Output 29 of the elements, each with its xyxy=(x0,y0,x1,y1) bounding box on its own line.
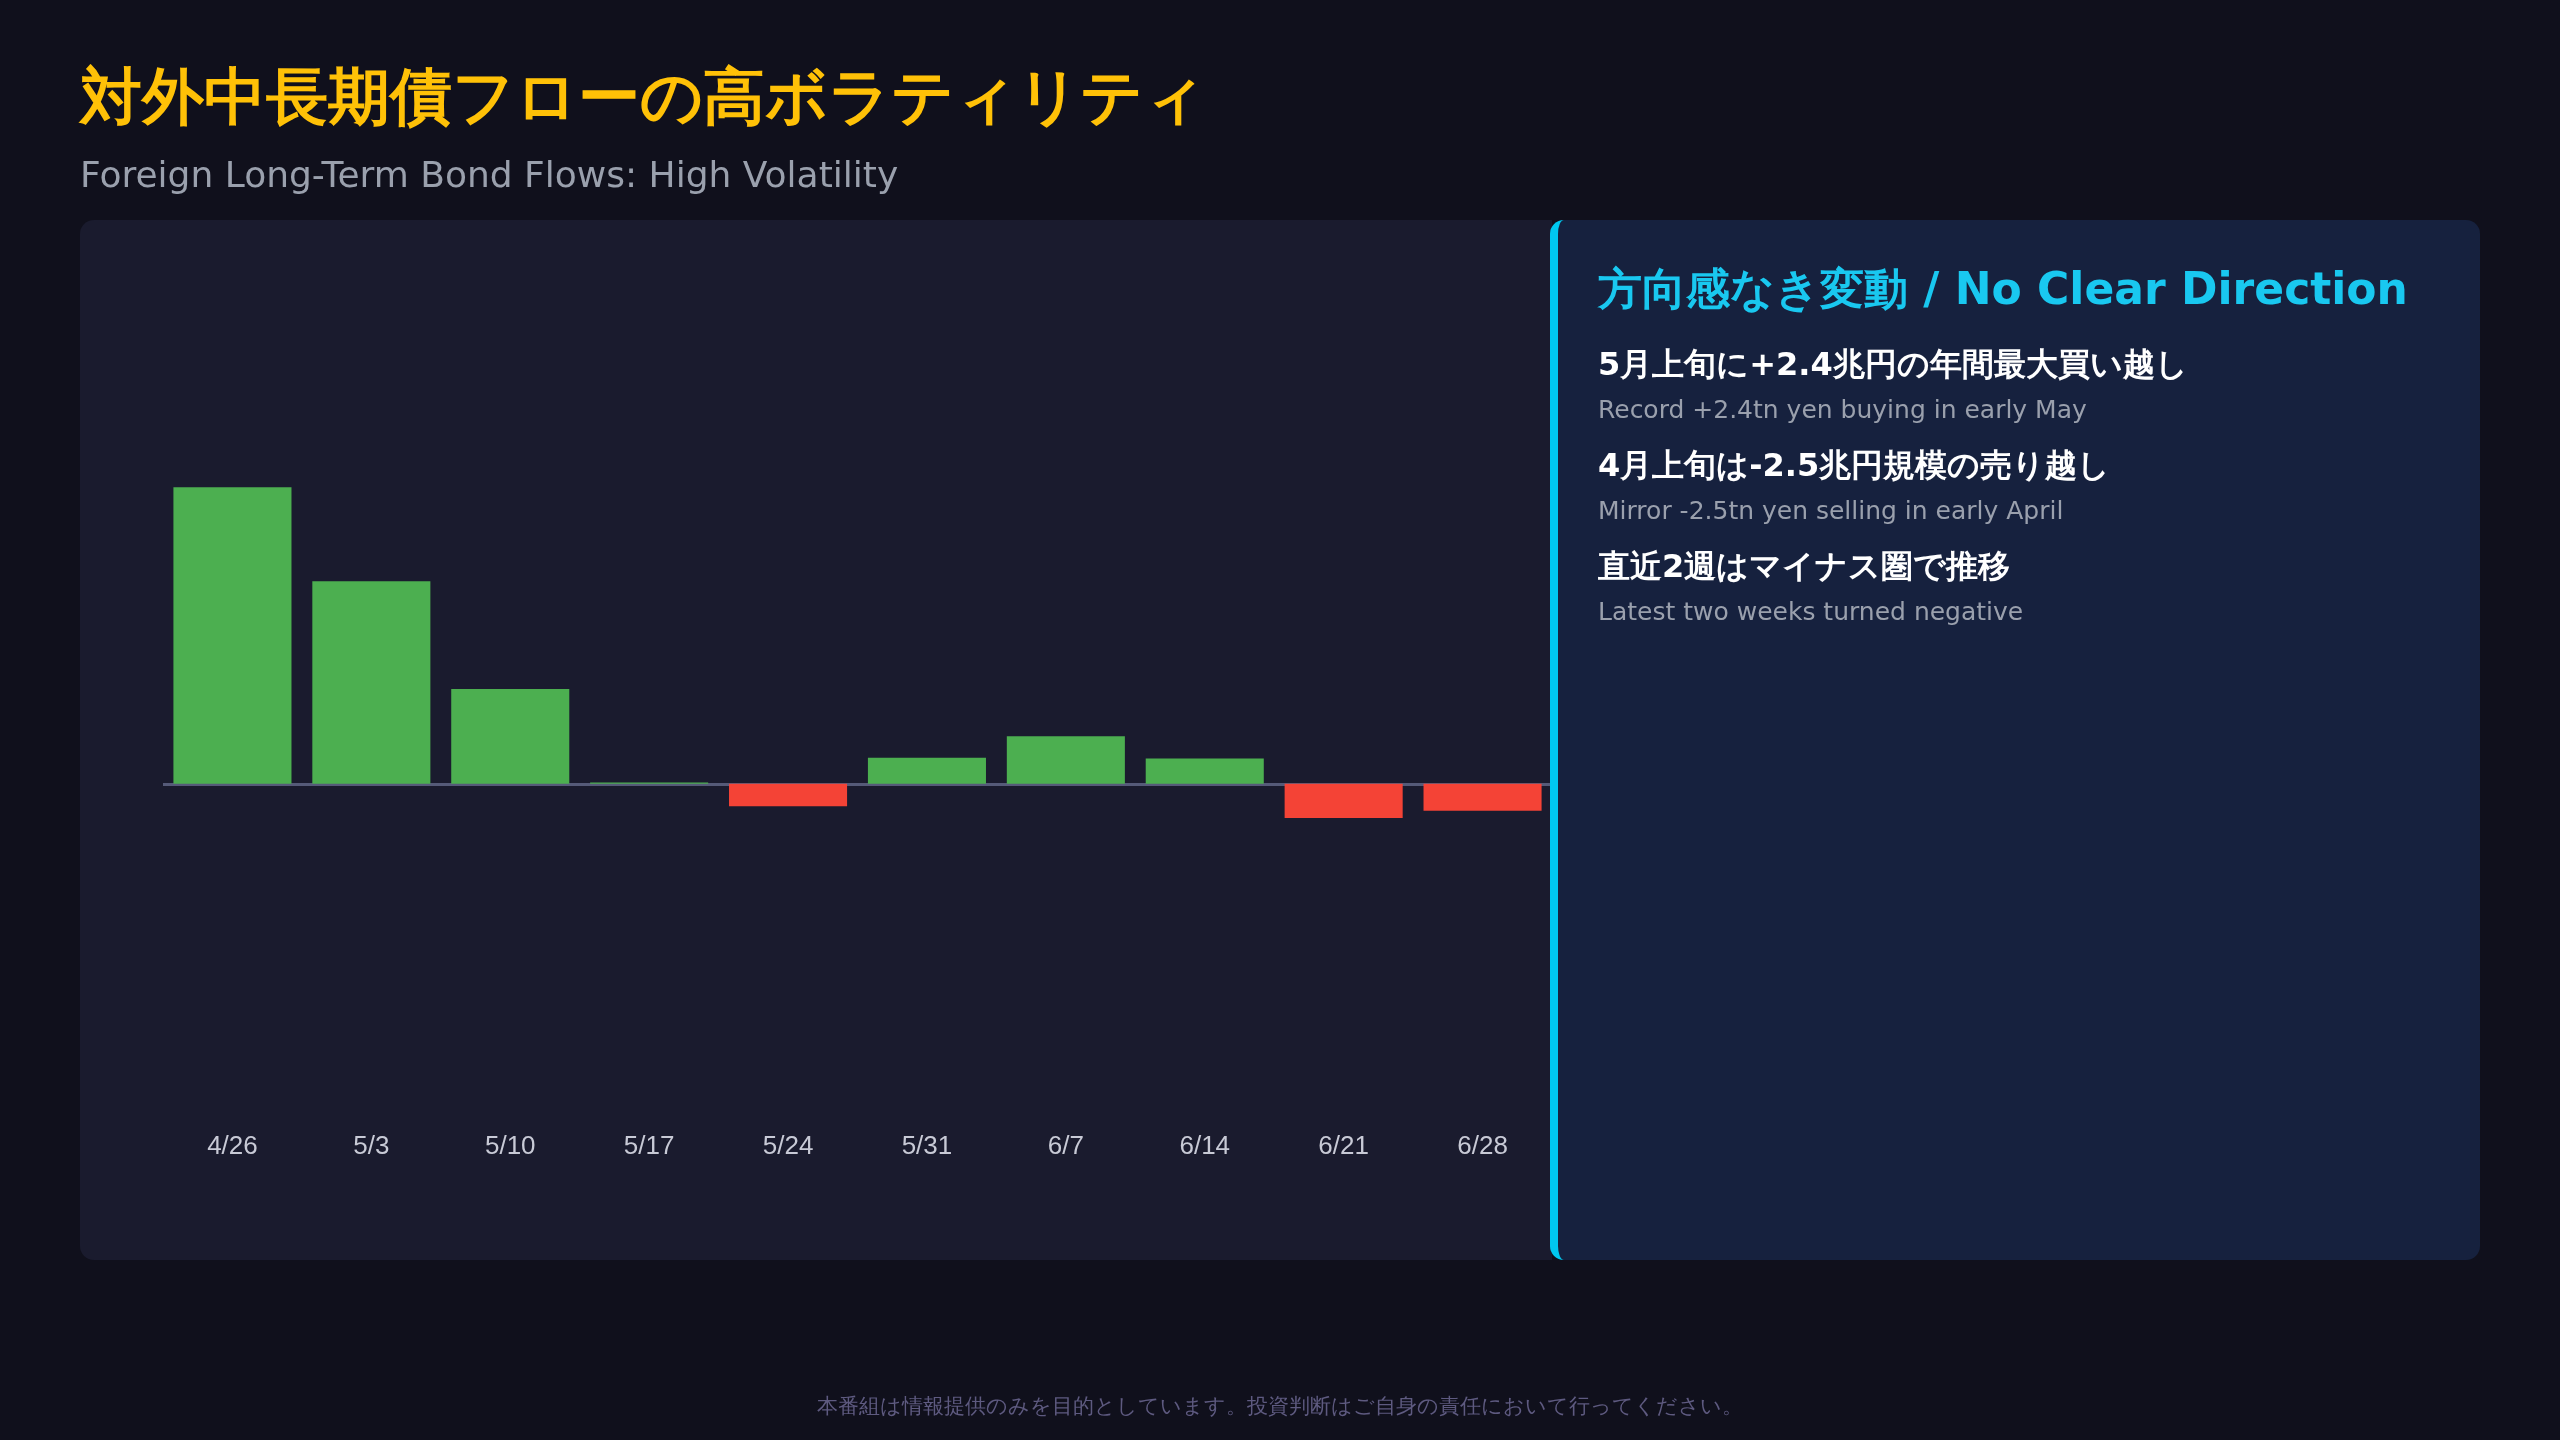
chart-title: 対外中長期債フローの高ボラティリティ xyxy=(80,59,1206,135)
bar xyxy=(173,487,292,784)
text: 5月上旬に+2.4兆円の年間最大買い越し xyxy=(1598,344,2189,385)
text: Latest two weeks turned negative xyxy=(1598,597,2025,626)
bar xyxy=(312,581,431,784)
x-tick-label: 6/21 xyxy=(1318,1130,1369,1160)
x-tick-label: 6/7 xyxy=(1047,1130,1084,1160)
text: Mirror -2.5tn yen selling in early April xyxy=(1598,496,2065,525)
x-tick-label: 5/17 xyxy=(623,1130,675,1160)
text: 直近2週はマイナス圏で推移 xyxy=(1598,546,2012,587)
x-tick-label: 5/10 xyxy=(484,1130,536,1160)
bar xyxy=(1006,736,1125,784)
bar xyxy=(1284,783,1403,818)
chart-subtitle: Foreign Long-Term Bond Flows: High Volatility xyxy=(80,154,899,195)
x-tick-label: 5/24 xyxy=(762,1130,814,1160)
x-tick-label: 6/28 xyxy=(1457,1130,1508,1160)
x-tick-label: 6/14 xyxy=(1179,1130,1231,1160)
bar xyxy=(729,783,848,807)
bar xyxy=(451,688,570,784)
x-tick-label: 5/3 xyxy=(353,1130,390,1160)
bar xyxy=(867,757,986,784)
bar xyxy=(1145,758,1264,784)
text: 方向感なき変動 / No Clear Direction xyxy=(1598,262,2409,316)
text: 4月上旬は-2.5兆円規模の売り越し xyxy=(1598,445,2112,486)
x-tick-label: 5/31 xyxy=(901,1130,953,1160)
text: 本番組は情報提供のみを目的としています。投資判断はご自身の責任において行ってください。 xyxy=(816,1393,1744,1420)
x-tick-label: 4/26 xyxy=(207,1130,258,1160)
text: Record +2.4tn yen buying in early May xyxy=(1598,395,2088,424)
bar xyxy=(1423,783,1542,811)
